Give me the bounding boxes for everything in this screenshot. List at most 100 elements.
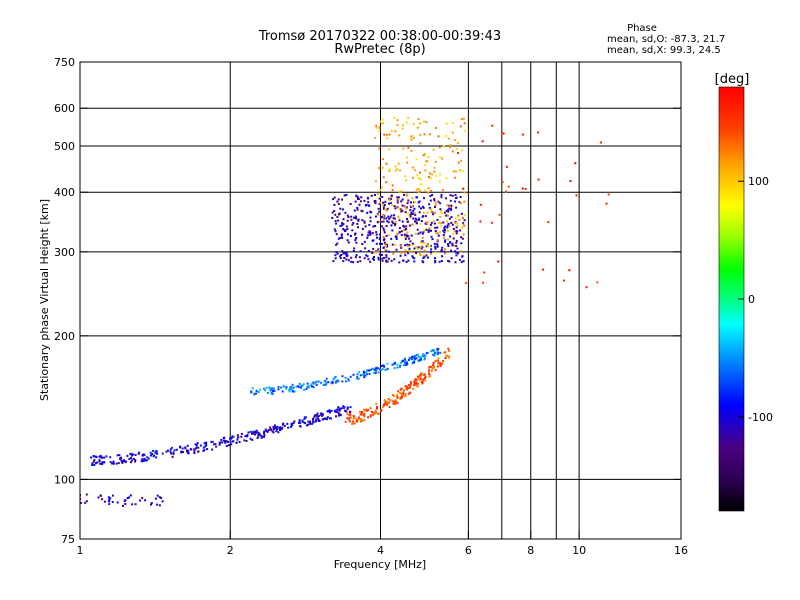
data-point	[369, 220, 372, 223]
data-point	[363, 240, 366, 243]
data-point	[315, 415, 318, 418]
data-point	[369, 260, 372, 263]
data-point	[424, 375, 427, 378]
data-point	[222, 439, 225, 442]
data-point	[385, 225, 388, 227]
data-point	[411, 358, 414, 361]
data-point	[460, 159, 462, 162]
data-point	[424, 189, 427, 192]
data-point	[346, 417, 349, 420]
data-point	[210, 440, 213, 443]
data-point	[419, 222, 422, 225]
data-point	[327, 381, 330, 384]
data-point	[286, 422, 289, 425]
data-point	[139, 499, 142, 502]
data-point	[396, 395, 399, 398]
data-point	[277, 388, 280, 391]
data-point	[445, 122, 448, 125]
data-point	[416, 228, 419, 231]
data-point	[315, 380, 318, 383]
data-point	[440, 249, 443, 251]
data-point	[481, 140, 484, 143]
data-point	[132, 453, 135, 456]
data-point	[451, 121, 454, 124]
data-point	[458, 258, 461, 261]
data-point	[326, 410, 329, 413]
data-point	[433, 350, 436, 353]
data-point	[347, 378, 350, 381]
data-point	[457, 252, 460, 255]
data-point	[394, 224, 396, 227]
data-point	[411, 135, 414, 138]
data-point	[393, 217, 396, 220]
data-point	[369, 415, 372, 418]
data-point	[407, 259, 410, 262]
data-point	[385, 133, 388, 136]
data-point	[345, 258, 348, 261]
data-point	[342, 405, 345, 408]
data-point	[375, 369, 378, 372]
data-point	[143, 459, 146, 462]
data-point	[430, 251, 432, 253]
data-point	[309, 422, 311, 425]
data-point	[333, 377, 336, 380]
data-point	[409, 240, 412, 243]
data-point	[419, 133, 422, 136]
data-point	[293, 390, 296, 393]
data-point	[436, 226, 439, 229]
data-point	[436, 353, 439, 356]
data-point	[91, 464, 94, 466]
data-point	[246, 435, 249, 438]
data-point	[427, 156, 430, 159]
data-point	[383, 207, 385, 210]
data-point	[434, 261, 437, 264]
data-point	[483, 271, 486, 274]
data-point	[268, 386, 271, 389]
data-point	[97, 496, 100, 499]
data-point	[441, 246, 444, 249]
data-point	[279, 426, 282, 429]
data-point	[363, 419, 366, 422]
data-point	[108, 498, 111, 501]
data-point	[181, 447, 184, 450]
data-point	[256, 437, 259, 439]
data-point	[574, 162, 577, 165]
data-point	[429, 245, 432, 248]
data-point	[442, 145, 445, 148]
data-point	[328, 410, 331, 413]
data-point	[360, 418, 363, 421]
data-point	[442, 234, 445, 237]
data-point	[419, 231, 422, 234]
data-point	[360, 420, 363, 423]
data-point	[426, 245, 429, 248]
data-point	[497, 260, 500, 263]
data-point	[438, 146, 441, 149]
data-point	[482, 281, 485, 284]
data-point	[298, 422, 300, 424]
data-point	[418, 359, 421, 362]
data-point	[269, 389, 272, 392]
data-point	[109, 456, 112, 459]
data-point	[505, 190, 507, 193]
colorbar-label: [deg]	[715, 72, 750, 87]
data-point	[346, 413, 349, 415]
data-point	[338, 213, 340, 216]
data-point	[421, 382, 424, 385]
data-point	[155, 456, 158, 459]
data-point	[307, 423, 310, 426]
data-point	[405, 235, 408, 238]
data-point	[415, 158, 418, 161]
data-point	[404, 235, 407, 238]
data-point	[96, 461, 99, 464]
data-point	[423, 229, 426, 232]
data-point	[398, 392, 401, 394]
data-point	[251, 432, 253, 435]
data-point	[412, 123, 415, 125]
data-point	[385, 217, 388, 220]
data-point	[337, 198, 340, 201]
data-point	[387, 397, 390, 400]
data-point	[417, 188, 420, 191]
data-point	[419, 357, 422, 360]
data-point	[224, 441, 227, 444]
